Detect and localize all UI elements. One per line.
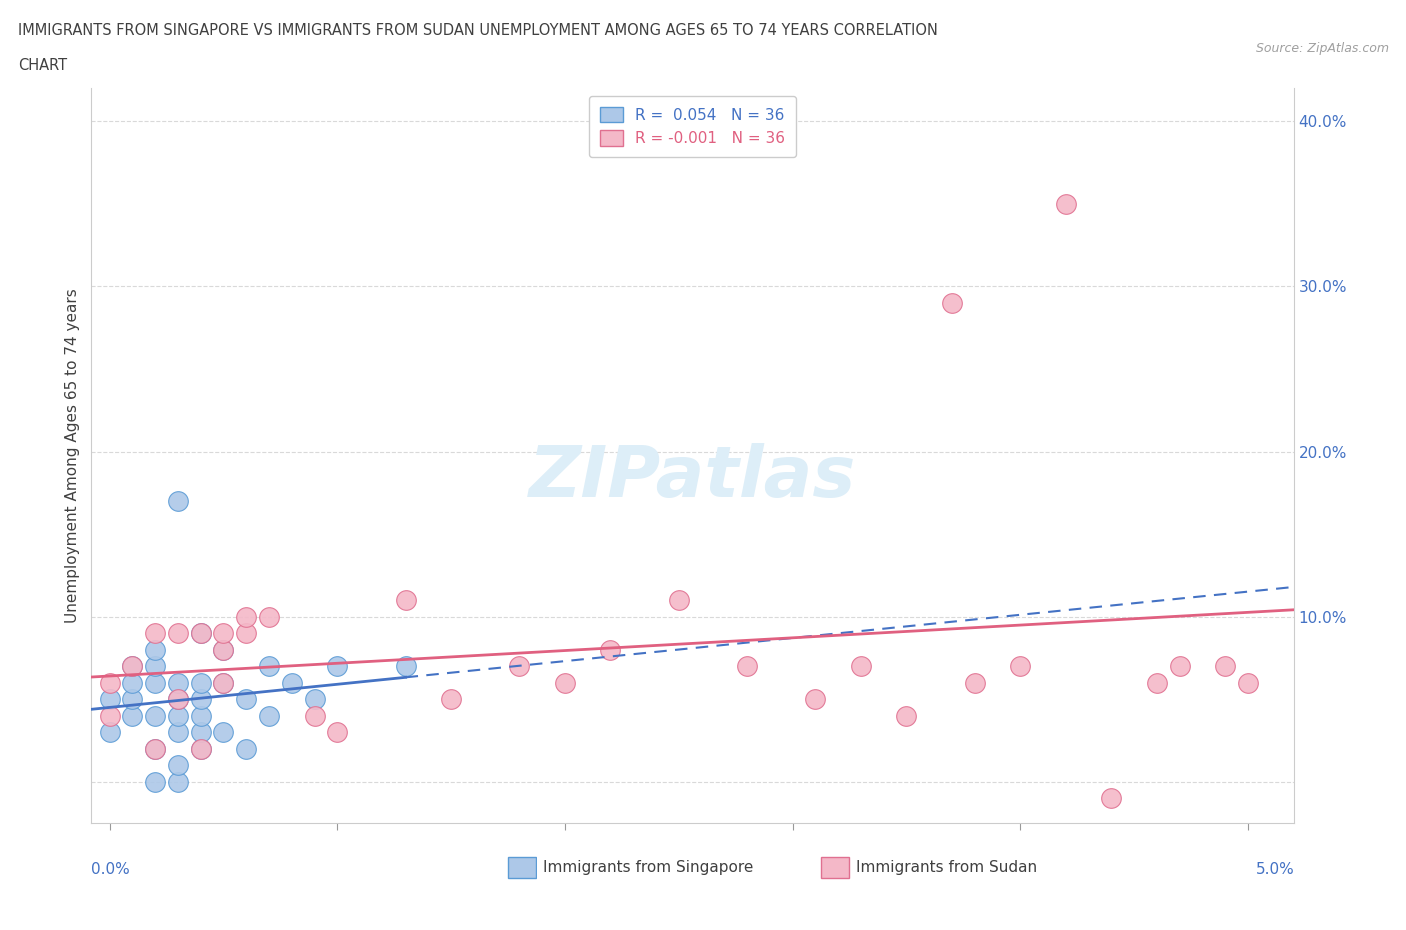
Point <box>1237 675 1260 690</box>
Point <box>212 724 235 739</box>
Point <box>190 692 212 707</box>
Point <box>326 658 349 673</box>
Text: ZIPatlas: ZIPatlas <box>529 444 856 512</box>
Point <box>735 658 758 673</box>
Text: IMMIGRANTS FROM SINGAPORE VS IMMIGRANTS FROM SUDAN UNEMPLOYMENT AMONG AGES 65 TO: IMMIGRANTS FROM SINGAPORE VS IMMIGRANTS … <box>18 23 938 38</box>
Point <box>1146 675 1168 690</box>
Point <box>1213 658 1236 673</box>
Text: 0.0%: 0.0% <box>91 862 131 877</box>
Point <box>212 626 235 641</box>
Point <box>1010 658 1032 673</box>
Point <box>167 724 190 739</box>
Point <box>394 592 416 607</box>
Point <box>143 709 166 724</box>
Point <box>281 675 304 690</box>
Point <box>121 675 143 690</box>
Point <box>257 609 280 624</box>
Point <box>143 775 166 790</box>
Point <box>98 675 121 690</box>
Bar <box>821 857 849 878</box>
Point <box>257 658 280 673</box>
Point <box>1099 790 1122 805</box>
Point <box>167 692 190 707</box>
Point <box>190 626 212 641</box>
Point <box>190 709 212 724</box>
Point <box>167 675 190 690</box>
Point <box>190 626 212 641</box>
Point <box>1054 196 1077 211</box>
Point <box>235 692 257 707</box>
Point <box>121 658 143 673</box>
Point <box>190 741 212 756</box>
Point <box>143 626 166 641</box>
Point <box>804 692 827 707</box>
Point <box>394 658 416 673</box>
Point <box>1168 658 1191 673</box>
Text: 5.0%: 5.0% <box>1256 862 1295 877</box>
Point <box>143 658 166 673</box>
Point <box>167 758 190 773</box>
Point <box>167 626 190 641</box>
Point <box>98 709 121 724</box>
Point <box>190 675 212 690</box>
Point <box>121 709 143 724</box>
Point <box>235 626 257 641</box>
Point <box>235 609 257 624</box>
Point <box>143 741 166 756</box>
Point <box>941 296 963 311</box>
Text: Immigrants from Sudan: Immigrants from Sudan <box>856 860 1038 875</box>
Point <box>849 658 872 673</box>
Y-axis label: Unemployment Among Ages 65 to 74 years: Unemployment Among Ages 65 to 74 years <box>65 288 80 623</box>
Point <box>190 724 212 739</box>
Point <box>167 709 190 724</box>
Point <box>963 675 986 690</box>
Text: Immigrants from Singapore: Immigrants from Singapore <box>543 860 754 875</box>
Point <box>212 675 235 690</box>
Point <box>143 643 166 658</box>
Point <box>257 709 280 724</box>
Point <box>143 675 166 690</box>
Point <box>167 692 190 707</box>
Point <box>143 741 166 756</box>
Point <box>98 692 121 707</box>
Point <box>212 675 235 690</box>
Text: Source: ZipAtlas.com: Source: ZipAtlas.com <box>1256 42 1389 55</box>
Legend: R =  0.054   N = 36, R = -0.001   N = 36: R = 0.054 N = 36, R = -0.001 N = 36 <box>589 96 796 157</box>
Point <box>326 724 349 739</box>
Point <box>235 741 257 756</box>
Point <box>98 724 121 739</box>
Point <box>212 643 235 658</box>
Point <box>304 709 326 724</box>
Point <box>668 592 690 607</box>
Point <box>599 643 621 658</box>
Point <box>554 675 576 690</box>
Point <box>896 709 918 724</box>
Point <box>190 741 212 756</box>
Point <box>440 692 463 707</box>
Point <box>121 692 143 707</box>
Point <box>167 775 190 790</box>
Point <box>212 643 235 658</box>
Point <box>167 494 190 509</box>
Text: CHART: CHART <box>18 58 67 73</box>
Point <box>304 692 326 707</box>
Point <box>121 658 143 673</box>
Point <box>508 658 530 673</box>
Bar <box>508 857 536 878</box>
